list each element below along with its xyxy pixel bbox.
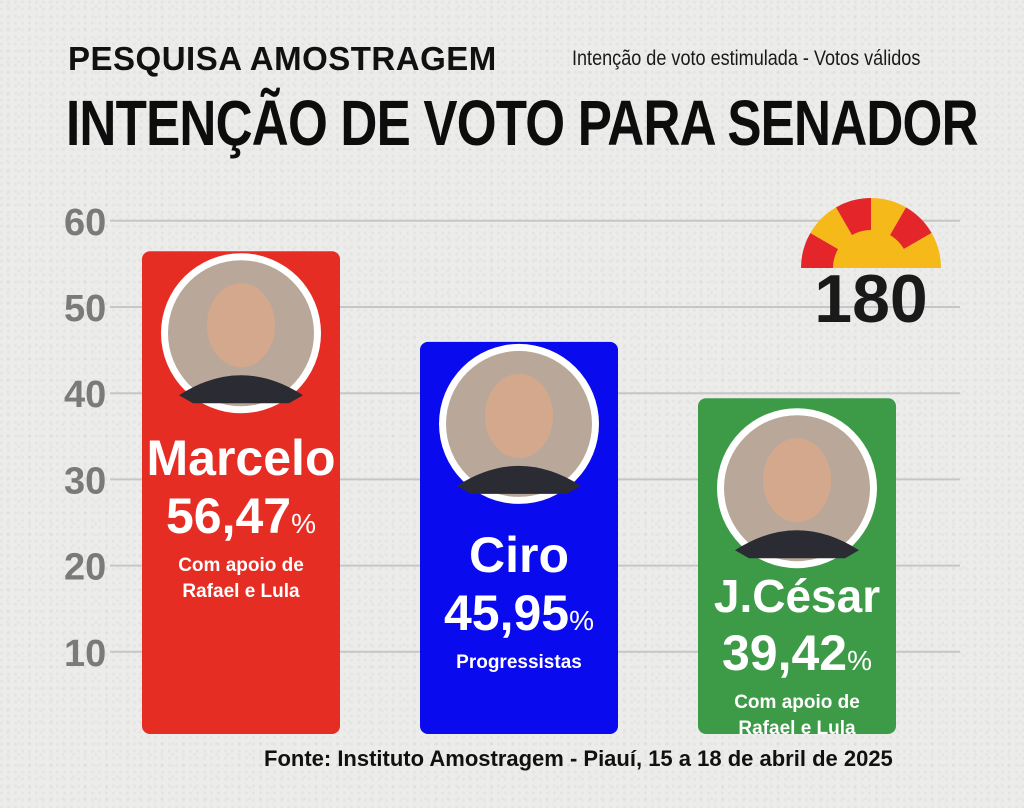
portrait-face	[485, 373, 553, 458]
y-tick-label: 20	[64, 547, 106, 589]
logo-sun-core	[833, 230, 909, 268]
bar-note: Rafael e Lula	[182, 581, 300, 602]
y-tick-label: 30	[64, 460, 106, 502]
portrait-face	[207, 283, 275, 368]
y-tick-label: 60	[64, 202, 106, 244]
portrait-suit	[735, 530, 859, 559]
bar-note: Com apoio de	[734, 692, 860, 713]
portrait-suit	[179, 375, 303, 404]
survey-header: PESQUISA AMOSTRAGEM	[68, 40, 497, 77]
portrait-face	[763, 438, 831, 523]
category-label: Ciro	[469, 527, 569, 583]
y-tick-label: 50	[64, 288, 106, 330]
category-label: J.César	[714, 570, 880, 622]
data-label-unit: %	[291, 508, 316, 539]
data-label-value: 56,47	[166, 488, 291, 544]
chart-title: INTENÇÃO DE VOTO PARA SENADOR	[66, 87, 979, 159]
category-label: Marcelo	[147, 430, 336, 486]
y-tick-label: 10	[64, 633, 106, 675]
portrait-suit	[457, 465, 581, 494]
data-label-value: 45,95	[444, 585, 569, 641]
bar-note: Progressistas	[456, 652, 582, 673]
data-label-unit: %	[847, 645, 872, 676]
logo-180: 180	[801, 198, 941, 337]
data-label: 45,95%	[444, 585, 594, 641]
data-label: 39,42%	[722, 625, 872, 681]
bar-note: Rafael e Lula	[738, 718, 856, 739]
data-label-unit: %	[569, 605, 594, 636]
data-label: 56,47%	[166, 488, 316, 544]
y-tick-label: 40	[64, 374, 106, 416]
source-note: Fonte: Instituto Amostragem - Piauí, 15 …	[264, 746, 893, 771]
survey-subtitle: Intenção de voto estimulada - Votos váli…	[572, 47, 921, 70]
data-label-value: 39,42	[722, 625, 847, 681]
logo-text: 180	[814, 261, 927, 337]
bar-note: Com apoio de	[178, 555, 304, 576]
